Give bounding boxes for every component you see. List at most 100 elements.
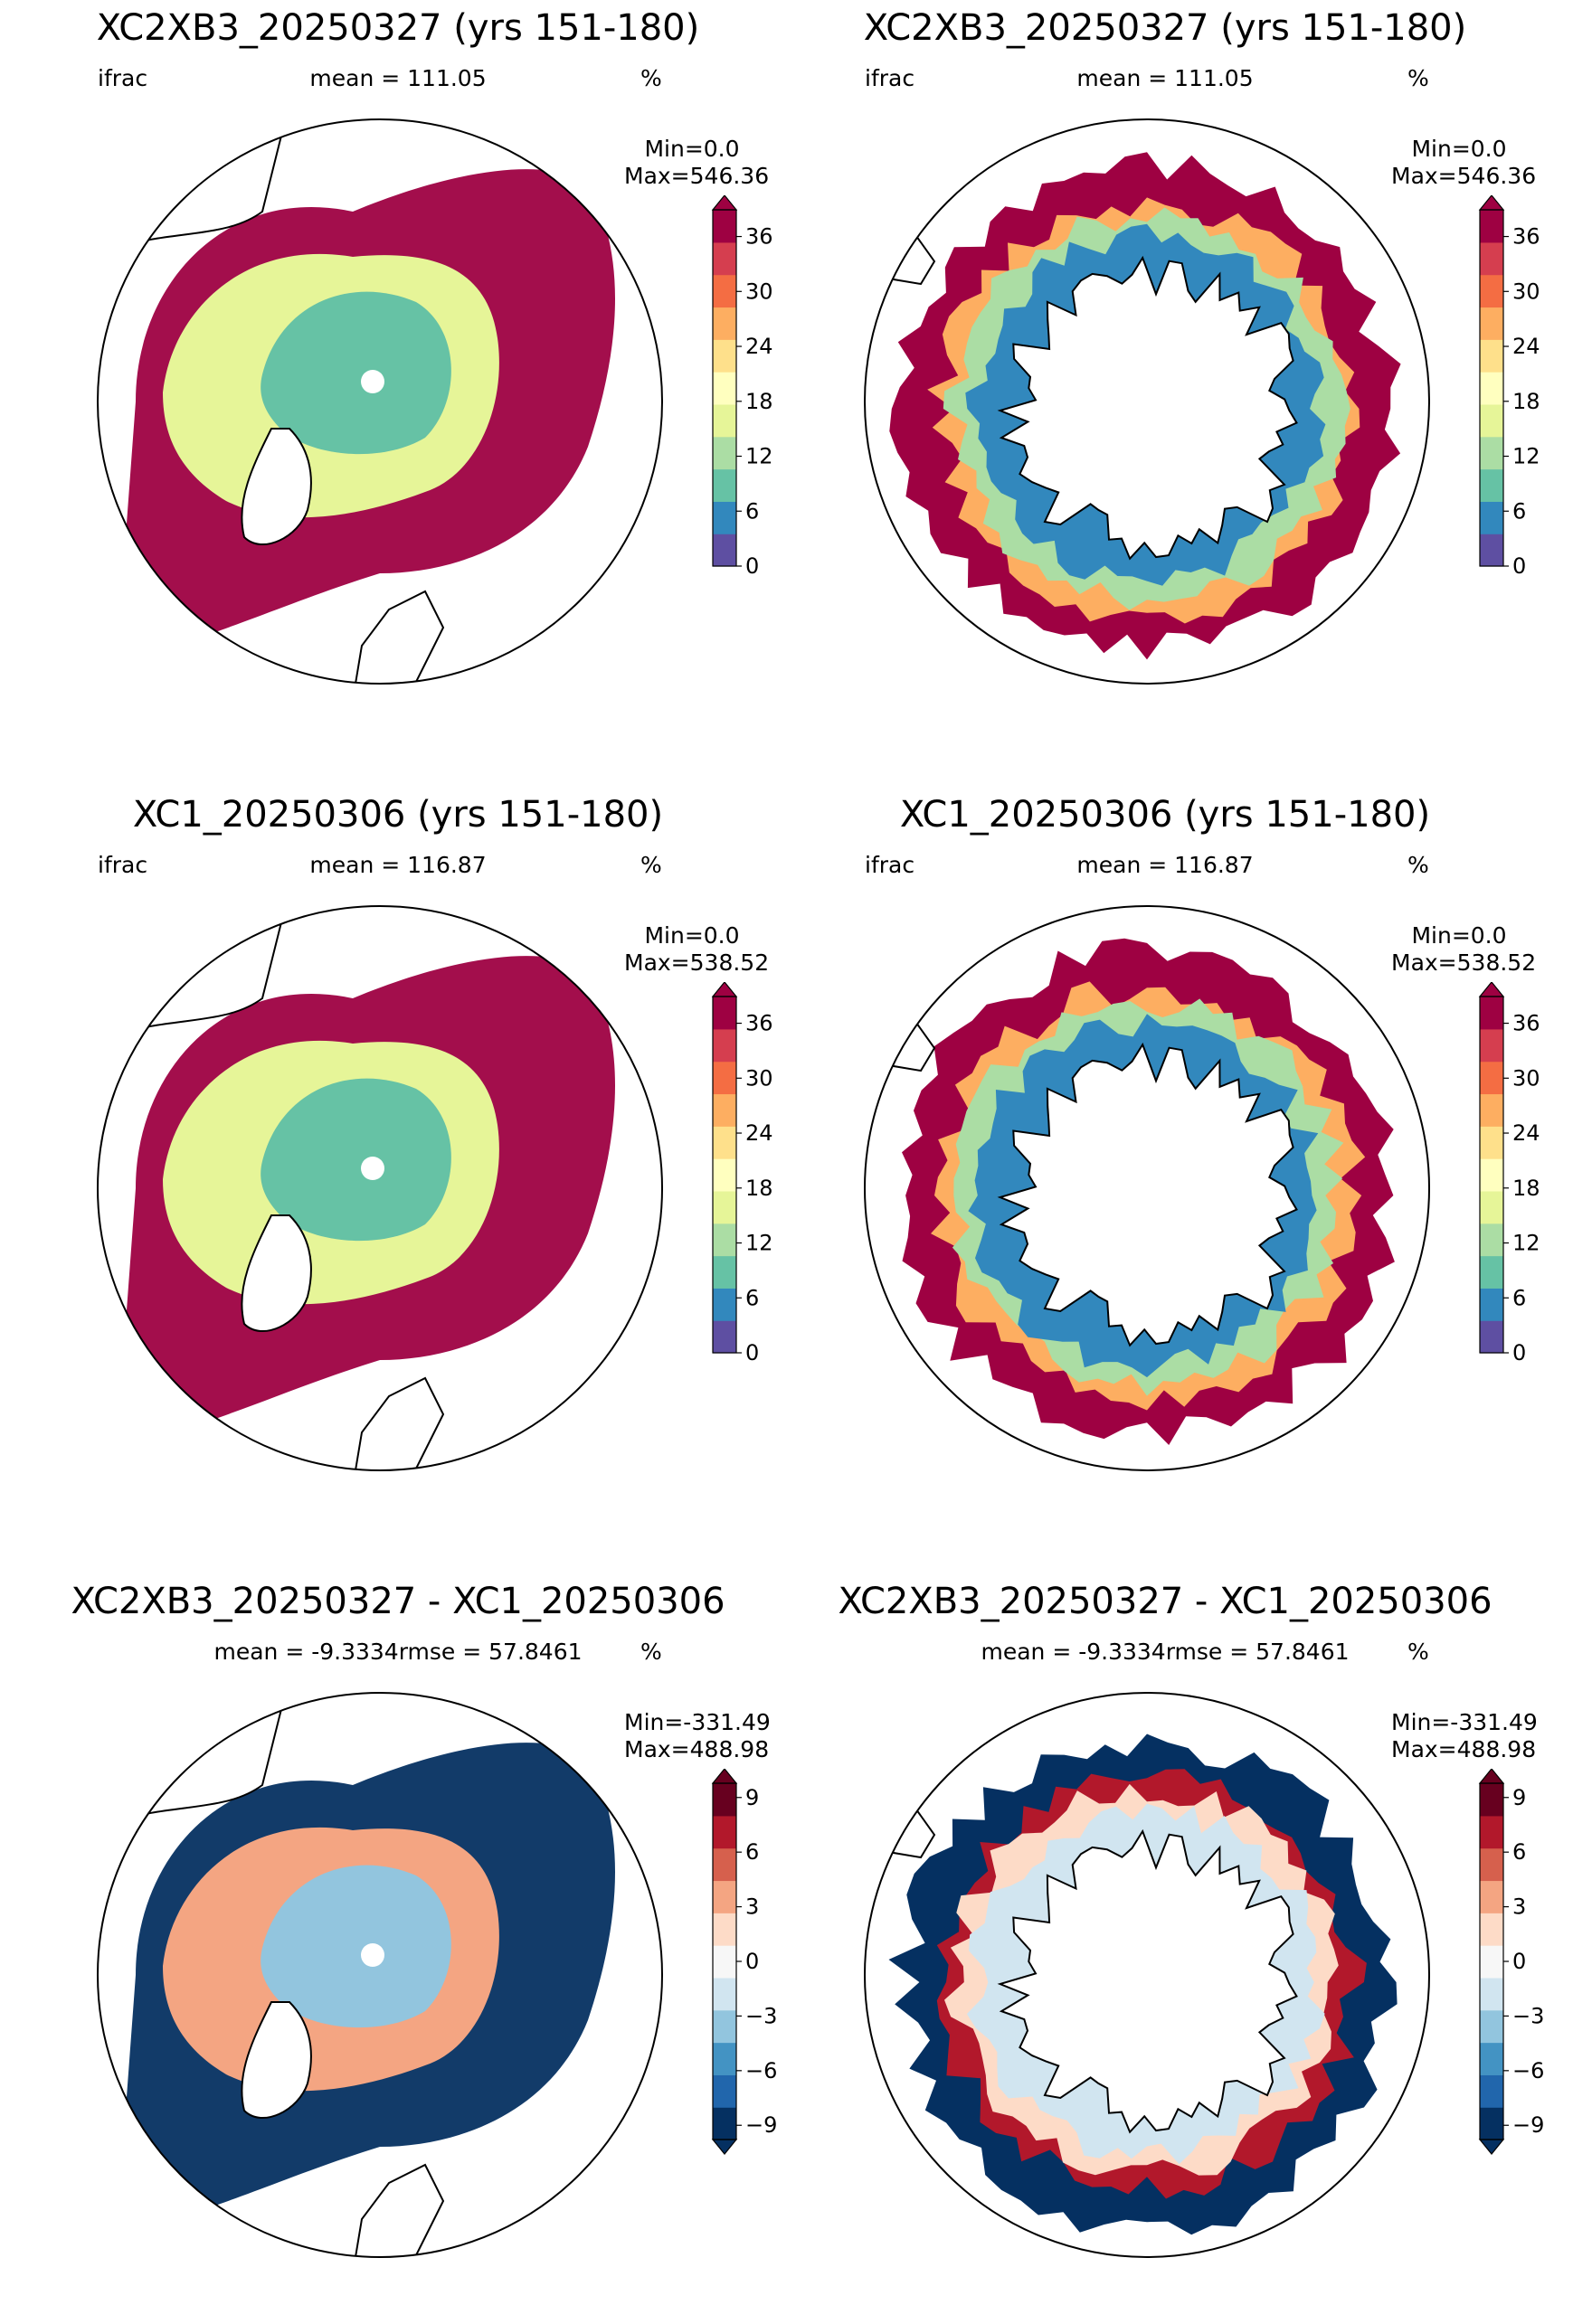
colorbar-swatch [713, 1913, 736, 1946]
colorbar-swatch [1480, 1288, 1503, 1321]
colorbar-swatch [1480, 436, 1503, 470]
colorbar-tick-label: 36 [1512, 1011, 1540, 1036]
colorbar-swatch [1480, 1223, 1503, 1257]
colorbar-tick-label: 24 [745, 1120, 773, 1146]
colorbar-tick-label: 6 [745, 1285, 759, 1310]
stat-label: mean = 116.87 [309, 852, 487, 878]
colorbar-tick-label: 3 [1512, 1894, 1526, 1920]
colorbar-extend-max [711, 195, 738, 211]
colorbar-tick-label: 30 [745, 279, 773, 304]
colorbar-swatch [1480, 403, 1503, 438]
colorbar-swatch [713, 372, 736, 405]
pole-hole [361, 1157, 384, 1180]
colorbar-swatch [1480, 2074, 1503, 2108]
colorbar-tick-label: 18 [1512, 1176, 1540, 1201]
colorbar-swatch [1480, 468, 1503, 502]
max-label: Max=488.98 [624, 1736, 770, 1762]
colorbar: 0 6 12 18 24 30 36 [1478, 195, 1540, 579]
colorbar-swatch [713, 241, 736, 276]
colorbar-swatch [713, 997, 736, 1030]
south-america-coastline [865, 1015, 936, 1072]
panel-title: XC2XB3_20250327 - XC1_20250306 [838, 1581, 1492, 1622]
colorbar-tick-label: 0 [745, 1340, 759, 1365]
colorbar-tick-label: 30 [1512, 1065, 1540, 1091]
panel-1: XC2XB3_20250327 (yrs 151-180) ifrac mean… [0, 0, 796, 751]
colorbar-tick-label: 3 [745, 1894, 759, 1920]
colorbar-swatch [1480, 1815, 1503, 1849]
stat-label: mean = 111.05 [1076, 65, 1254, 91]
panel-6: XC2XB3_20250327 - XC1_20250306 mean = -9… [767, 1573, 1563, 2324]
sea-ice-core [261, 1865, 451, 2028]
panel-title: XC2XB3_20250327 (yrs 151-180) [96, 7, 700, 49]
south-america-coastline [865, 228, 936, 286]
colorbar-tick-label: 30 [745, 1065, 773, 1091]
map-south [864, 905, 1430, 1471]
colorbar-tick-label: 12 [745, 1231, 773, 1256]
colorbar-tick-label: 6 [745, 1839, 759, 1865]
map-south [864, 1692, 1430, 2258]
colorbar-tick-label: −3 [745, 2003, 777, 2028]
colorbar: −9 −6 −3 0 3 6 9 [711, 1769, 777, 2155]
colorbar-tick-label: 12 [1512, 1231, 1540, 1256]
colorbar-swatch [713, 1815, 736, 1849]
colorbar: 0 6 12 18 24 30 36 [711, 195, 773, 579]
colorbar: −9 −6 −3 0 3 6 9 [1478, 1769, 1544, 2155]
map-boundary [864, 1692, 1430, 2258]
colorbar-swatch [713, 210, 736, 243]
colorbar-tick-label: 0 [1512, 1340, 1526, 1365]
colorbar-extend-min [1478, 2139, 1505, 2155]
colorbar-tick-label: 36 [745, 224, 773, 250]
variable-label: ifrac [98, 852, 148, 878]
colorbar-swatch [1480, 1255, 1503, 1289]
colorbar-swatch [713, 1783, 736, 1817]
colorbar-tick-label: −3 [1512, 2003, 1544, 2028]
colorbar-tick-label: 18 [745, 389, 773, 414]
colorbar-tick-label: 36 [1512, 224, 1540, 250]
colorbar-swatch [713, 2009, 736, 2044]
colorbar-swatch [713, 1061, 736, 1095]
colorbar-swatch [1480, 1190, 1503, 1224]
pole-hole [361, 1943, 384, 1967]
colorbar-swatch [1480, 2042, 1503, 2075]
colorbar-extend-max [1478, 982, 1505, 997]
colorbar-swatch [1480, 1320, 1503, 1354]
minmax-label: Min=-331.49 Max=488.98 [624, 1709, 771, 1763]
colorbar-tick-label: 9 [1512, 1785, 1526, 1810]
colorbar-swatch [1480, 997, 1503, 1030]
colorbar-swatch [713, 1255, 736, 1289]
stat-label: mean = 111.05 [309, 65, 487, 91]
colorbar: 0 6 12 18 24 30 36 [1478, 982, 1540, 1365]
europe-coastline [351, 2163, 445, 2257]
colorbar-tick-label: 24 [1512, 334, 1540, 359]
colorbar-tick-label: 24 [1512, 1120, 1540, 1146]
colorbar-swatch [713, 1847, 736, 1882]
min-label: Min=0.0 [644, 136, 740, 162]
colorbar-swatch [713, 2042, 736, 2075]
colorbar-swatch [1480, 1126, 1503, 1159]
colorbar-tick-label: 0 [745, 1949, 759, 1974]
colorbar: 0 6 12 18 24 30 36 [711, 982, 773, 1365]
colorbar-swatch [1480, 1847, 1503, 1882]
colorbar-swatch [1480, 1061, 1503, 1095]
panel-title: XC1_20250306 (yrs 151-180) [899, 794, 1431, 836]
variable-label: ifrac [98, 65, 148, 91]
colorbar-tick-label: 0 [745, 553, 759, 579]
colorbar-swatch [1480, 241, 1503, 276]
variable-label: ifrac [865, 65, 915, 91]
colorbar-swatch [713, 468, 736, 502]
panel-title: XC2XB3_20250327 (yrs 151-180) [863, 7, 1467, 49]
panel-title: XC1_20250306 (yrs 151-180) [132, 794, 664, 836]
units-label: % [640, 852, 662, 878]
colorbar-swatch [1480, 339, 1503, 373]
colorbar-swatch [1480, 1783, 1503, 1817]
panel-5: XC2XB3_20250327 - XC1_20250306 mean = -9… [0, 1573, 796, 2324]
colorbar-swatch [713, 403, 736, 438]
min-label: Min=-331.49 [1391, 1709, 1538, 1735]
min-label: Min=0.0 [644, 922, 740, 949]
sea-ice-core [261, 291, 451, 455]
colorbar-swatch [1480, 501, 1503, 534]
colorbar-swatch [1480, 2107, 1503, 2140]
colorbar-swatch [1480, 1977, 1503, 2011]
minmax-label: Min=0.0 Max=538.52 [624, 922, 769, 977]
units-label: % [1407, 65, 1429, 91]
